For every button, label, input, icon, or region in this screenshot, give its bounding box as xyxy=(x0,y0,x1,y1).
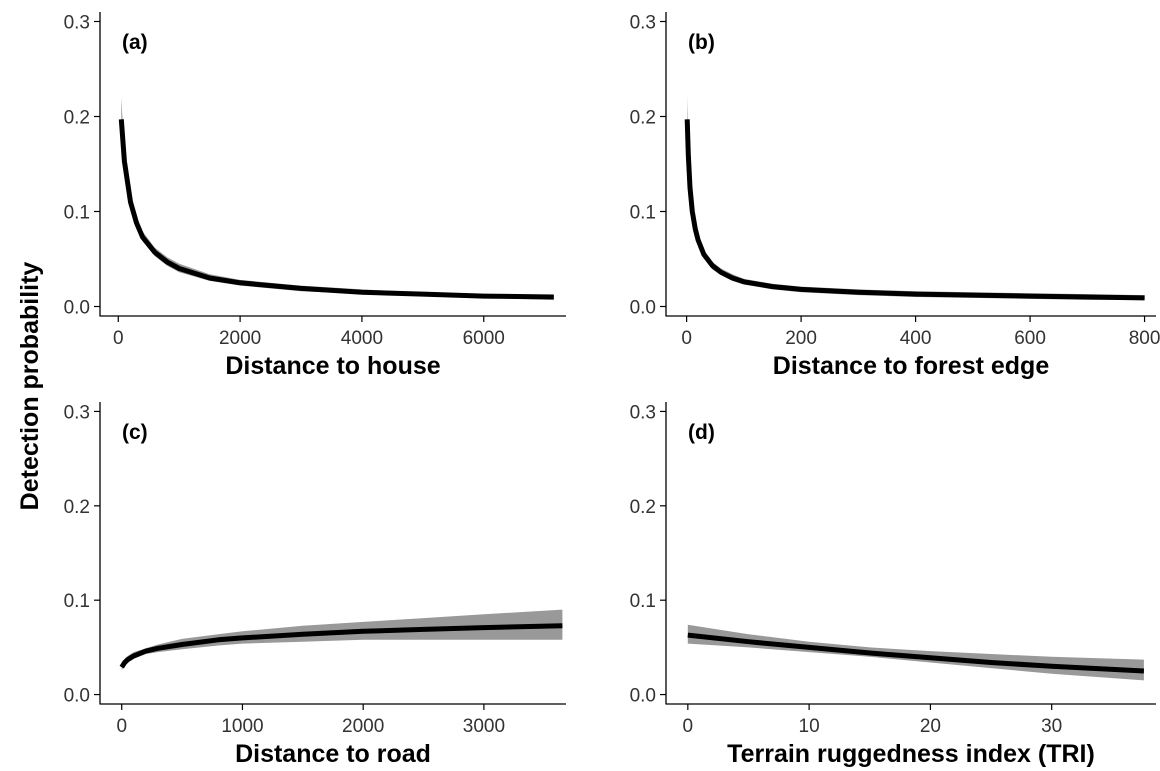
panel-d-x-tick-label: 0 xyxy=(683,716,694,737)
panel-a-x-axis-title: Distance to house xyxy=(225,352,440,380)
panel-b-y-tick-label: 0.1 xyxy=(630,203,656,224)
panel-d-y-tick-label: 0.1 xyxy=(630,591,656,612)
panel-c-x-tick-label: 2000 xyxy=(342,716,384,737)
panel-a-x-tick-label: 2000 xyxy=(219,328,261,349)
panel-d-x-tick-label: 20 xyxy=(920,716,941,737)
panel-a-x-tick-label: 6000 xyxy=(463,328,505,349)
panel-a-y-tick-label: 0.2 xyxy=(64,108,90,129)
panel-c: 0.0 0.1 0.2 0.3 0 1000 2000 3000 Distance to roa… xyxy=(64,402,566,768)
panel-c-y-tick-label: 0.0 xyxy=(64,686,90,707)
panel-d-x-tick-label: 10 xyxy=(799,716,820,737)
panel-b-x-tick-label: 0 xyxy=(681,328,692,349)
panel-b-y-tick-label: 0.2 xyxy=(630,108,656,129)
panel-a-y-tick-label: 0.3 xyxy=(64,13,90,34)
panel-b: 0.0 0.1 0.2 0.3 0 200 400 600 800 Distance to for… xyxy=(630,12,1160,380)
panel-a-x-tick-label: 0 xyxy=(113,328,124,349)
panel-d-x-tick-label: 30 xyxy=(1041,716,1062,737)
panel-c-x-tick-label: 0 xyxy=(116,716,127,737)
panel-d: 0.0 0.1 0.2 0.3 0 10 20 30 Terrain ruggedness in… xyxy=(630,402,1156,768)
panel-b-y-tick-label: 0.0 xyxy=(630,298,656,319)
panel-b-tag: (b) xyxy=(688,31,715,54)
panel-d-y-tick-label: 0.2 xyxy=(630,497,656,518)
panel-b-x-tick-label: 400 xyxy=(900,328,932,349)
panel-c-y-tick-label: 0.1 xyxy=(64,591,90,612)
panel-a-y-tick-label: 0.1 xyxy=(64,203,90,224)
panel-a-x-tick-label: 4000 xyxy=(341,328,383,349)
panel-a-tag: (a) xyxy=(122,31,148,54)
panel-c-x-tick-label: 1000 xyxy=(221,716,263,737)
panel-d-y-tick-label: 0.3 xyxy=(630,402,656,423)
panel-c-y-tick-label: 0.3 xyxy=(64,402,90,423)
panel-c-y-tick-label: 0.2 xyxy=(64,497,90,518)
panel-c-x-tick-label: 3000 xyxy=(463,716,505,737)
panel-a-y-tick-label: 0.0 xyxy=(64,298,90,319)
panel-b-x-axis-title: Distance to forest edge xyxy=(773,352,1050,380)
panel-c-tag: (c) xyxy=(122,421,148,444)
panel-c-fitted-line xyxy=(119,623,563,669)
panel-d-y-tick-label: 0.0 xyxy=(630,686,656,707)
panel-a-fitted-line xyxy=(118,119,554,300)
panel-c-x-axis-title: Distance to road xyxy=(235,740,431,768)
panel-d-tag: (d) xyxy=(688,421,715,444)
panel-b-x-tick-label: 200 xyxy=(785,328,817,349)
figure-y-axis-title: Detection probability xyxy=(16,262,44,511)
panel-b-ci-ribbon xyxy=(687,95,1145,300)
panel-b-y-tick-label: 0.3 xyxy=(630,13,656,34)
panel-a: 0.0 0.1 0.2 0.3 0 2000 4000 6000 Distance to hou… xyxy=(64,12,566,380)
panel-c-ci-ribbon xyxy=(121,609,563,670)
panel-b-x-tick-label: 600 xyxy=(1014,328,1046,349)
panel-d-x-axis-title: Terrain ruggedness index (TRI) xyxy=(727,740,1095,768)
panel-d-ci-ribbon xyxy=(687,624,1144,681)
panel-d-fitted-line xyxy=(687,632,1145,674)
panel-b-fitted-line xyxy=(684,119,1145,301)
panel-b-x-tick-label: 800 xyxy=(1129,328,1160,349)
